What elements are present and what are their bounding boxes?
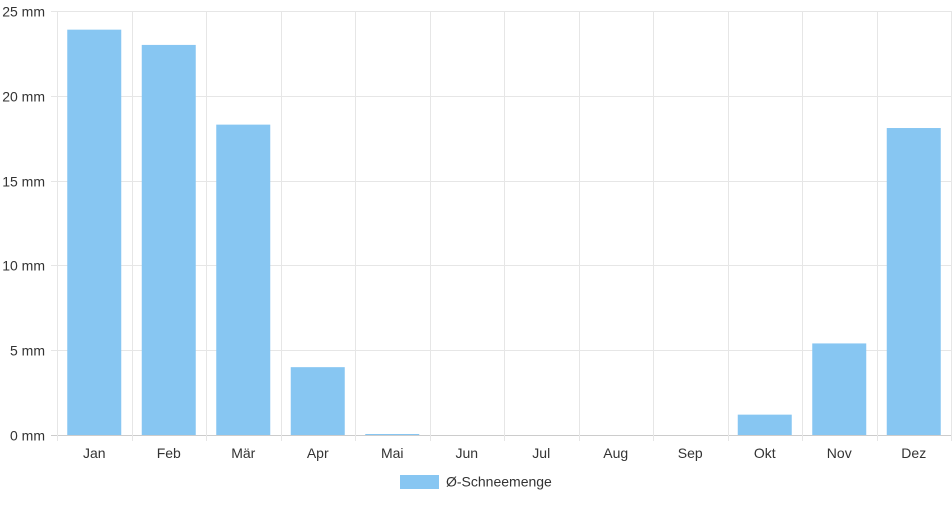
y-tick-label: 25 mm [2, 4, 45, 20]
x-tick-label: Dez [901, 445, 926, 461]
bar-5 [365, 434, 420, 435]
bar-2 [141, 44, 196, 436]
x-tick-label: Jan [83, 445, 106, 461]
y-tick-label: 15 mm [2, 174, 45, 190]
bar-12 [886, 128, 941, 435]
x-tick-label: Nov [827, 445, 852, 461]
x-tick-label: Aug [603, 445, 628, 461]
bar-1 [67, 29, 122, 435]
grid-layer [51, 11, 952, 441]
bar-11 [812, 343, 867, 435]
x-tick-label: Mär [231, 445, 255, 461]
bar-4 [290, 367, 345, 435]
bar-3 [216, 124, 271, 435]
x-tick-label: Mai [381, 445, 404, 461]
legend-swatch [400, 475, 439, 489]
y-tick-label: 0 mm [10, 428, 45, 444]
x-tick-label: Apr [307, 445, 329, 461]
legend-label: Ø-Schneemenge [446, 474, 552, 490]
bar-10 [737, 414, 792, 435]
y-tick-label: 5 mm [10, 343, 45, 359]
bars-layer [67, 29, 941, 436]
y-tick-label: 20 mm [2, 89, 45, 105]
x-tick-label: Sep [678, 445, 703, 461]
x-tick-label: Jul [532, 445, 550, 461]
axis-layer: 0 mm 5 mm 10 mm 15 mm 20 mm 25 mm Jan Feb Mär Apr… [2, 4, 926, 462]
legend[interactable]: Ø-Schneemenge [400, 474, 552, 490]
x-tick-label: Feb [157, 445, 181, 461]
y-tick-label: 10 mm [2, 258, 45, 274]
x-tick-label: Okt [754, 445, 776, 461]
x-tick-label: Jun [455, 445, 478, 461]
